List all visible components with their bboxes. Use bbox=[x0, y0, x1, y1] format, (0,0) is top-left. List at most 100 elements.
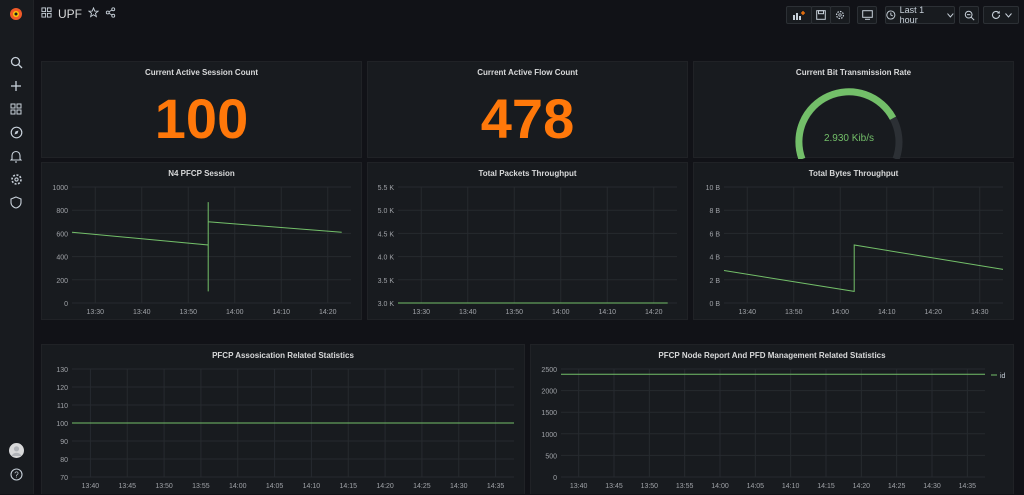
y-tick-label: 130 bbox=[56, 367, 68, 374]
chart-panel-bytes-throughput[interactable]: Total Bytes Throughput 0 B 2 B 4 B 6 B 8 B 10… bbox=[693, 162, 1014, 320]
chart-panel-n4-pfcp-session[interactable]: N4 PFCP Session 0 200 400 600 800 1000 13:30 13… bbox=[41, 162, 362, 320]
y-tick-label: 100 bbox=[56, 421, 68, 428]
y-tick-label: 70 bbox=[60, 475, 68, 482]
x-tick-label: 14:25 bbox=[413, 483, 431, 490]
panel-title: N4 PFCP Session bbox=[168, 169, 235, 178]
line-chart: 0 500 1000 1500 2000 2500 13:40 13:45 13:50 13:55… bbox=[541, 367, 1006, 490]
y-tick-label: 80 bbox=[60, 457, 68, 464]
y-tick-label: 1500 bbox=[541, 410, 557, 417]
x-tick-label: 13:30 bbox=[412, 309, 430, 316]
series-line bbox=[71, 202, 342, 292]
series-line bbox=[723, 244, 1004, 292]
panel-title: Total Packets Throughput bbox=[478, 169, 577, 178]
chevron-down-icon bbox=[947, 12, 954, 18]
save-dashboard-button[interactable] bbox=[811, 6, 831, 24]
x-tick-label: 14:10 bbox=[598, 309, 616, 316]
add-panel-button[interactable] bbox=[786, 6, 812, 24]
x-tick-label: 13:40 bbox=[133, 309, 151, 316]
x-tick-label: 14:20 bbox=[924, 309, 942, 316]
y-tick-label: 800 bbox=[56, 208, 68, 215]
y-tick-label: 2500 bbox=[541, 367, 557, 374]
time-range-picker[interactable]: Last 1 hour bbox=[885, 5, 955, 25]
x-tick-label: 14:10 bbox=[878, 309, 896, 316]
avatar[interactable] bbox=[8, 442, 24, 458]
bar-chart-plus-icon bbox=[793, 11, 805, 20]
y-tick-label: 0 bbox=[553, 475, 557, 482]
shield-icon[interactable] bbox=[8, 194, 24, 210]
stat-value: 100 bbox=[154, 87, 249, 150]
x-tick-label: 14:30 bbox=[450, 483, 468, 490]
explore-icon[interactable] bbox=[8, 124, 24, 140]
line-chart: 0 B 2 B 4 B 6 B 8 B 10 B 13:40 13:50 14:00 14:10 1… bbox=[706, 185, 1004, 316]
x-tick-label: 14:20 bbox=[376, 483, 394, 490]
sidebar: ? bbox=[0, 0, 34, 494]
x-tick-label: 14:00 bbox=[229, 483, 247, 490]
y-tick-label: 110 bbox=[57, 403, 68, 410]
x-tick-label: 14:30 bbox=[971, 309, 989, 316]
chart-panel-pfcp-association[interactable]: PFCP Assosication Related Statistics 70 8… bbox=[41, 344, 525, 494]
x-tick-label: 14:00 bbox=[226, 309, 244, 316]
y-tick-label: 200 bbox=[56, 278, 68, 285]
share-icon[interactable] bbox=[105, 7, 116, 21]
x-tick-label: 14:20 bbox=[645, 309, 663, 316]
x-tick-label: 14:25 bbox=[888, 483, 906, 490]
y-tick-label: 8 B bbox=[709, 208, 720, 215]
y-tick-label: 5.0 K bbox=[378, 208, 395, 215]
x-tick-label: 14:05 bbox=[747, 483, 765, 490]
x-tick-label: 14:15 bbox=[339, 483, 357, 490]
line-chart: 70 80 90 100 110 120 130 13:40 13:45 13:50 13:55 14… bbox=[56, 367, 514, 490]
y-tick-label: 5.5 K bbox=[378, 185, 395, 192]
line-chart: 0 200 400 600 800 1000 13:30 13:40 13:50 14:00 14:… bbox=[52, 185, 351, 316]
x-tick-label: 13:40 bbox=[459, 309, 477, 316]
help-icon[interactable]: ? bbox=[8, 466, 24, 482]
gear-icon[interactable] bbox=[8, 171, 24, 187]
x-tick-label: 13:45 bbox=[605, 483, 623, 490]
gauge: 2.930 Kib/s bbox=[795, 88, 903, 159]
plus-icon[interactable] bbox=[8, 78, 24, 94]
zoom-out-button[interactable] bbox=[959, 6, 979, 24]
y-tick-label: 10 B bbox=[706, 185, 721, 192]
tv-mode-button[interactable] bbox=[857, 6, 877, 24]
stat-value: 478 bbox=[480, 87, 575, 150]
y-tick-label: 3.5 K bbox=[378, 278, 395, 285]
panel-title: Total Bytes Throughput bbox=[808, 169, 899, 178]
stat-panel-flow-count[interactable]: Current Active Flow Count 478 bbox=[367, 61, 688, 158]
search-icon[interactable] bbox=[8, 54, 24, 70]
x-tick-label: 14:15 bbox=[817, 483, 835, 490]
gear-icon bbox=[835, 10, 845, 20]
x-tick-label: 14:35 bbox=[959, 483, 977, 490]
line-chart: 3.0 K 3.5 K 4.0 K 4.5 K 5.0 K 5.5 K 13:30 13:40… bbox=[378, 185, 677, 316]
star-icon[interactable] bbox=[87, 6, 100, 21]
y-tick-label: 120 bbox=[56, 385, 68, 392]
x-tick-label: 14:00 bbox=[552, 309, 570, 316]
clock-icon bbox=[886, 10, 896, 20]
x-tick-label: 14:20 bbox=[319, 309, 337, 316]
panel-title: Current Bit Transmission Rate bbox=[795, 68, 912, 77]
y-tick-label: 4.5 K bbox=[378, 231, 395, 238]
y-tick-label: 4 B bbox=[709, 255, 720, 262]
x-tick-label: 13:50 bbox=[179, 309, 197, 316]
stat-panel-session-count[interactable]: Current Active Session Count 100 bbox=[41, 61, 362, 158]
dashboards-icon[interactable] bbox=[8, 101, 24, 117]
dashboard-settings-button[interactable] bbox=[830, 6, 850, 24]
grafana-logo-icon[interactable] bbox=[8, 6, 24, 22]
x-tick-label: 13:40 bbox=[570, 483, 588, 490]
chart-panel-packets-throughput[interactable]: Total Packets Throughput 3.0 K 3.5 K 4.0 K… bbox=[367, 162, 688, 320]
legend-label: id bbox=[1000, 373, 1006, 380]
x-tick-label: 13:50 bbox=[641, 483, 659, 490]
svg-text:?: ? bbox=[14, 470, 19, 479]
y-tick-label: 600 bbox=[56, 231, 68, 238]
gauge-fill bbox=[795, 88, 897, 159]
y-tick-label: 3.0 K bbox=[378, 301, 395, 308]
y-tick-label: 2000 bbox=[541, 389, 557, 396]
refresh-button[interactable] bbox=[983, 6, 1019, 24]
x-tick-label: 13:40 bbox=[82, 483, 100, 490]
gauge-panel-bit-rate[interactable]: Current Bit Transmission Rate 2.930 Kib/… bbox=[693, 61, 1014, 159]
chart-panel-pfcp-node-report[interactable]: PFCP Node Report And PFD Management Rela… bbox=[530, 344, 1014, 494]
alert-icon[interactable] bbox=[8, 148, 24, 164]
y-tick-label: 1000 bbox=[541, 432, 557, 439]
x-tick-label: 13:50 bbox=[155, 483, 173, 490]
dashboard-title[interactable]: UPF bbox=[58, 7, 82, 21]
panel-title: PFCP Assosication Related Statistics bbox=[212, 351, 354, 360]
top-bar: UPF Last 1 hour bbox=[33, 0, 1024, 30]
